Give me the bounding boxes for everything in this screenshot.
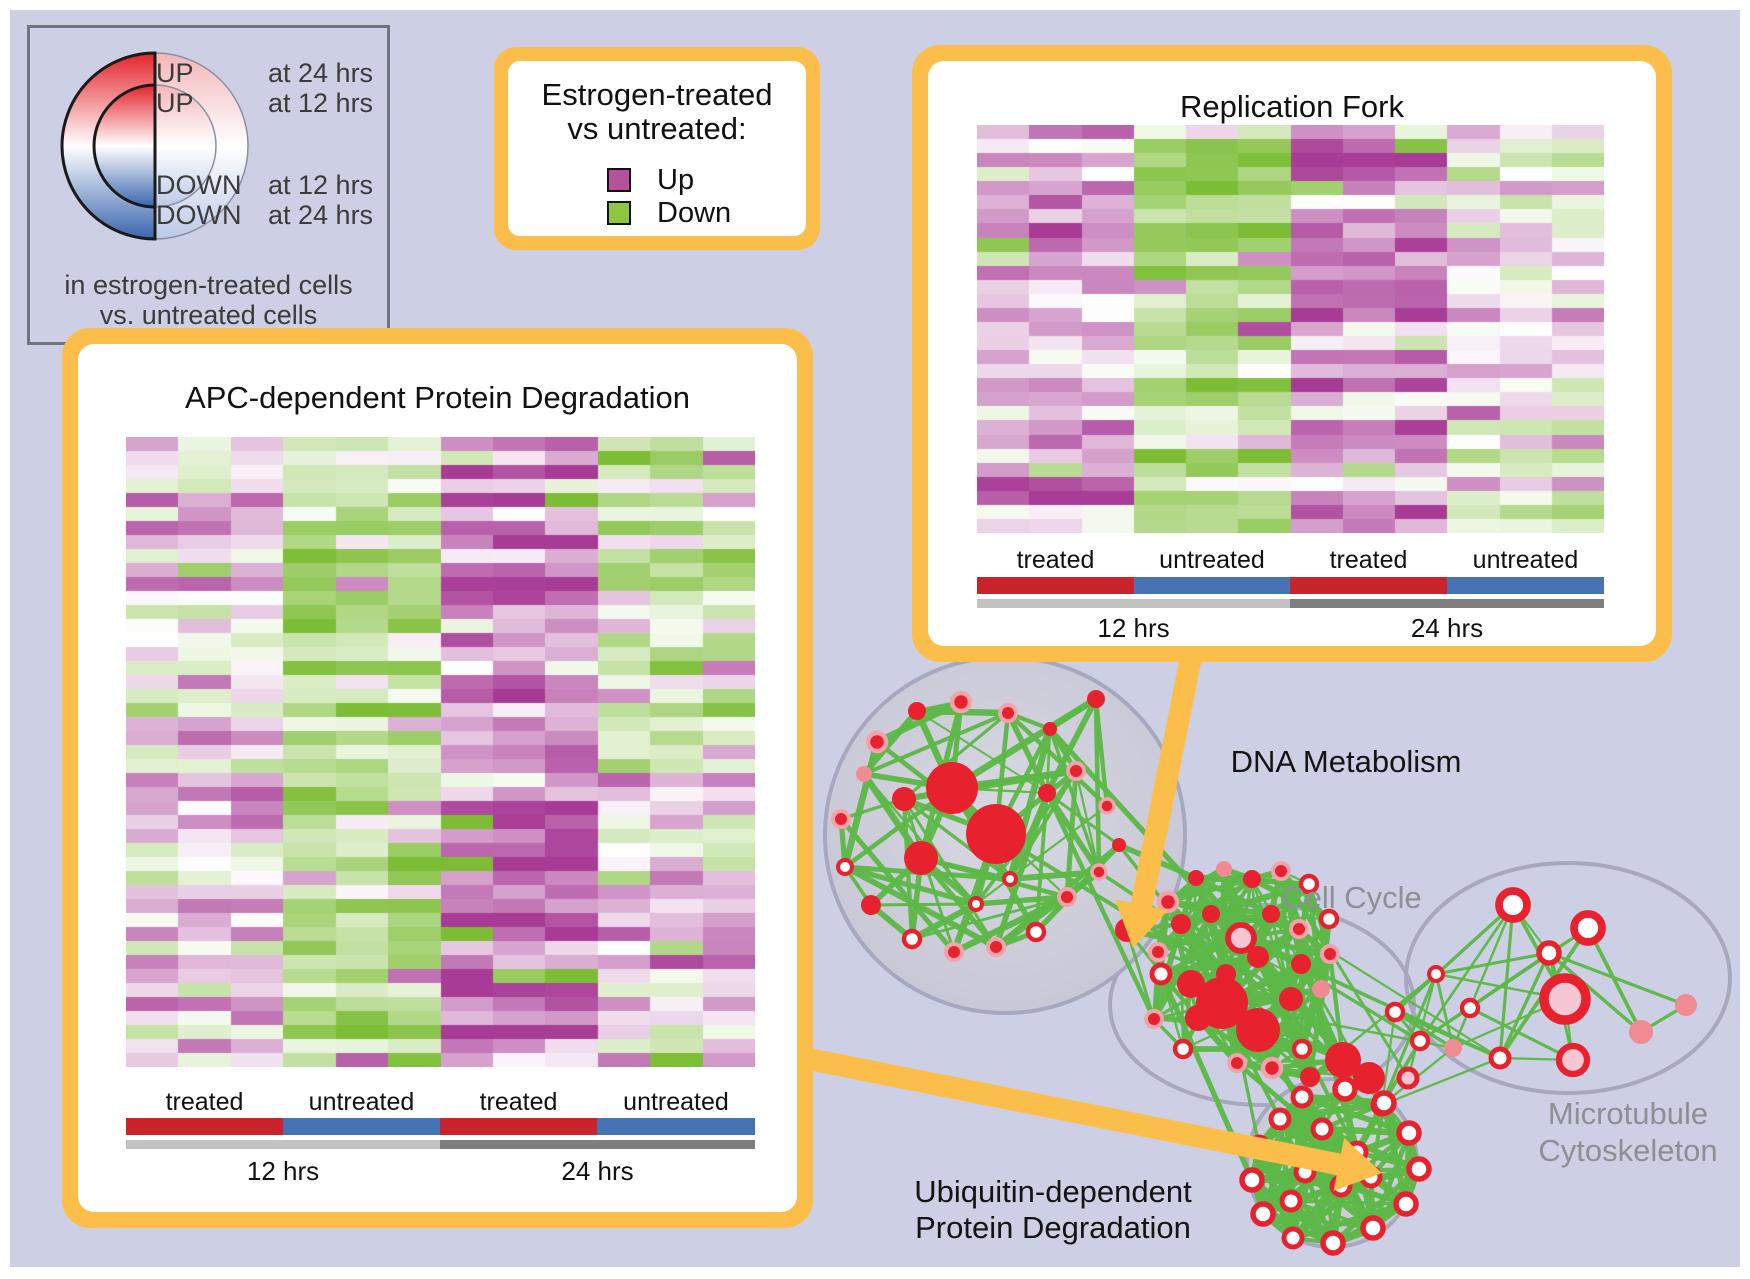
microtubule-label-line2: Cytoskeleton [1538,1133,1717,1168]
apc-12hr-gray-bar [126,1140,440,1149]
ring-legend-graphic [60,51,249,241]
cell-cycle-label: Cell Cycle [1282,880,1422,915]
rf-treated-bar-12 [977,577,1134,594]
apc-heatmap [126,437,755,1067]
rf-group-label-1: treated [1016,546,1095,574]
up-label: Up [657,164,695,196]
rf-24hr-label: 24 hrs [1410,613,1484,643]
apc-panel-title: APC-dependent Protein Degradation [185,380,690,415]
apc-untreated-bar-12 [283,1118,440,1135]
updown-legend-inner: Estrogen-treated vs untreated: Up Down [508,61,806,236]
ring-row1-direction: UP [156,58,194,88]
ring-footer-line1: in estrogen-treated cells [64,270,353,300]
replication-fork-heatmap [977,125,1604,533]
ring-row4-direction: DOWN [156,200,242,230]
rf-untreated-bar-12 [1134,577,1290,594]
rf-12hr-label: 12 hrs [1097,613,1170,643]
rf-untreated-bar-24 [1447,577,1604,594]
rf-treated-bar-24 [1290,577,1447,594]
updown-legend-title-line2: vs untreated: [567,111,747,146]
rf-group-label-2: untreated [1159,546,1265,574]
apc-treated-bar-24 [440,1118,597,1135]
rf-group-label-3: treated [1329,546,1408,574]
ubiquitin-label-line1: Ubiquitin-dependent [914,1174,1192,1209]
replication-fork-panel: Replication Fork treated untreated treat… [912,45,1672,662]
ring-row1-time: at 24 hrs [268,58,374,88]
ring-row2-direction: UP [156,88,194,118]
rf-group-label-4: untreated [1472,546,1579,574]
microtubule-label-line1: Microtubule [1548,1096,1708,1131]
down-color-swatch [607,201,631,225]
ring-row3-time: at 12 hrs [268,170,374,200]
up-color-swatch [607,168,631,192]
apc-group-label-2: untreated [308,1088,415,1116]
updown-legend-title-line1: Estrogen-treated [541,77,773,112]
apc-panel: APC-dependent Protein Degradation treate… [62,328,813,1228]
cluster-labels: DNA Metabolism Cell Cycle Microtubule Cy… [914,744,1717,1245]
apc-untreated-bar-24 [597,1118,755,1135]
dna-metabolism-label: DNA Metabolism [1231,744,1462,779]
ring-row2-time: at 12 hrs [268,88,374,118]
apc-treated-bar-12 [126,1118,283,1135]
ring-row3-direction: DOWN [156,170,242,200]
replication-fork-panel-title: Replication Fork [1180,89,1404,124]
apc-12hr-label: 12 hrs [246,1156,320,1186]
ring-footer-line2: vs. untreated cells [99,300,318,330]
ring-row4-time: at 24 hrs [268,200,374,230]
ring-legend-box: UP at 24 hrs UP at 12 hrs DOWN at 12 hrs… [27,25,390,345]
down-label: Down [657,197,732,229]
rf-12hr-gray-bar [977,599,1290,608]
inner-ring-saturated-half [92,83,157,209]
rf-24hr-gray-bar [1290,599,1604,608]
updown-legend-box: Estrogen-treated vs untreated: Up Down [494,47,820,250]
apc-group-label-3: treated [479,1088,558,1116]
apc-group-label-1: treated [165,1088,244,1116]
apc-group-label-4: untreated [623,1088,729,1116]
ubiquitin-label-line2: Protein Degradation [915,1210,1191,1245]
apc-24hr-label: 24 hrs [561,1156,634,1186]
apc-24hr-gray-bar [440,1140,755,1149]
